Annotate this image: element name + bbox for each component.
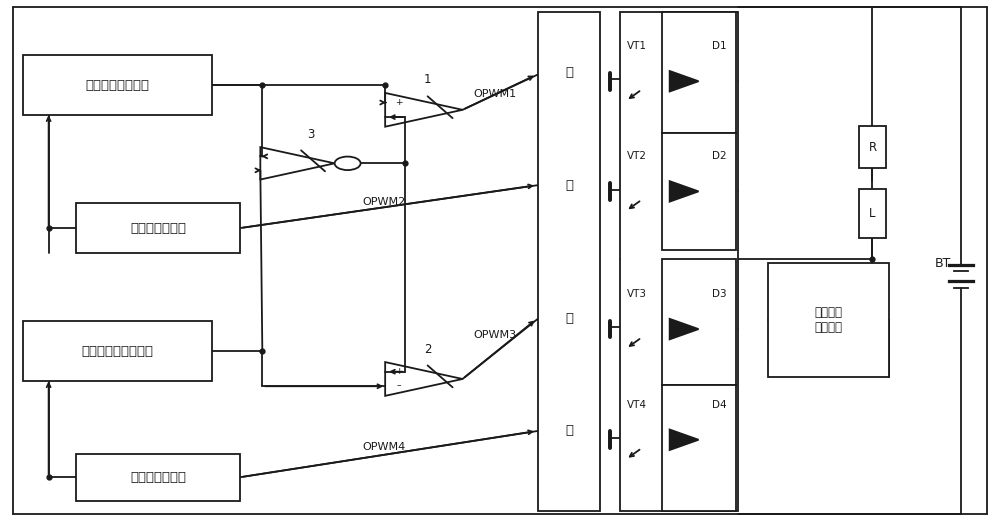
Text: 路: 路 <box>565 425 573 438</box>
Text: –: – <box>397 113 401 121</box>
Text: D1: D1 <box>712 41 726 51</box>
Text: 2: 2 <box>424 343 431 356</box>
Polygon shape <box>670 429 699 450</box>
FancyBboxPatch shape <box>859 127 886 168</box>
FancyBboxPatch shape <box>538 12 600 511</box>
FancyBboxPatch shape <box>76 203 240 253</box>
Text: D3: D3 <box>712 289 726 299</box>
Text: BT: BT <box>935 257 951 269</box>
FancyBboxPatch shape <box>23 321 212 381</box>
FancyBboxPatch shape <box>662 385 736 511</box>
Text: L: L <box>869 207 876 220</box>
Text: VT1: VT1 <box>627 41 647 51</box>
FancyBboxPatch shape <box>23 55 212 115</box>
Polygon shape <box>670 319 699 339</box>
Text: 动: 动 <box>565 179 573 192</box>
Text: 第一脉冲发生器: 第一脉冲发生器 <box>130 221 186 234</box>
FancyBboxPatch shape <box>662 259 736 385</box>
Text: R: R <box>868 141 877 154</box>
Polygon shape <box>670 181 699 202</box>
Text: D4: D4 <box>712 400 726 410</box>
Text: 3: 3 <box>307 128 314 141</box>
Text: 1: 1 <box>424 73 431 86</box>
Text: 驱: 驱 <box>565 66 573 79</box>
Text: VT3: VT3 <box>627 289 647 299</box>
Text: 数字调制波发生器: 数字调制波发生器 <box>86 79 150 92</box>
Text: 第二脉冲发生器: 第二脉冲发生器 <box>130 470 186 483</box>
FancyBboxPatch shape <box>859 189 886 238</box>
Text: +: + <box>395 98 403 107</box>
Text: 电: 电 <box>565 312 573 325</box>
Text: VT4: VT4 <box>627 400 647 410</box>
Text: D2: D2 <box>712 151 726 162</box>
FancyBboxPatch shape <box>768 263 889 377</box>
Text: OPWM1: OPWM1 <box>474 89 517 99</box>
FancyBboxPatch shape <box>662 133 736 250</box>
FancyBboxPatch shape <box>662 12 736 133</box>
Text: –: – <box>397 381 401 390</box>
FancyBboxPatch shape <box>76 454 240 501</box>
Text: OPWM3: OPWM3 <box>474 330 517 340</box>
Polygon shape <box>670 71 699 92</box>
FancyBboxPatch shape <box>620 12 738 511</box>
Text: OPWM2: OPWM2 <box>363 196 406 207</box>
Text: 输出电流
采集电路: 输出电流 采集电路 <box>815 306 843 334</box>
Text: 变频三角载波发生器: 变频三角载波发生器 <box>82 345 154 358</box>
Text: OPWM4: OPWM4 <box>363 442 406 452</box>
Text: +: + <box>395 367 403 377</box>
Text: VT2: VT2 <box>627 151 647 162</box>
